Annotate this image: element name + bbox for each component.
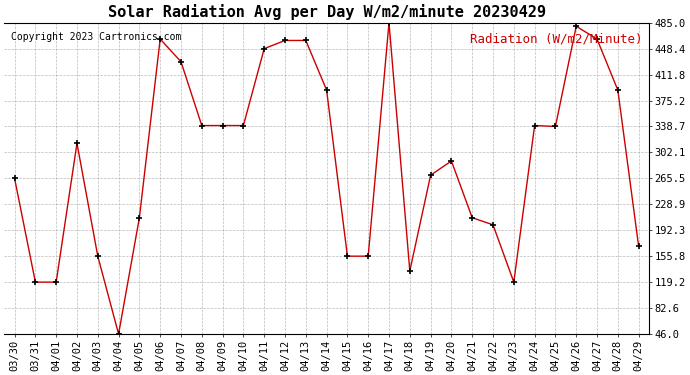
Text: Copyright 2023 Cartronics.com: Copyright 2023 Cartronics.com — [10, 32, 181, 42]
Title: Solar Radiation Avg per Day W/m2/minute 20230429: Solar Radiation Avg per Day W/m2/minute … — [108, 4, 546, 20]
Text: Radiation (W/m2/Minute): Radiation (W/m2/Minute) — [470, 32, 642, 45]
